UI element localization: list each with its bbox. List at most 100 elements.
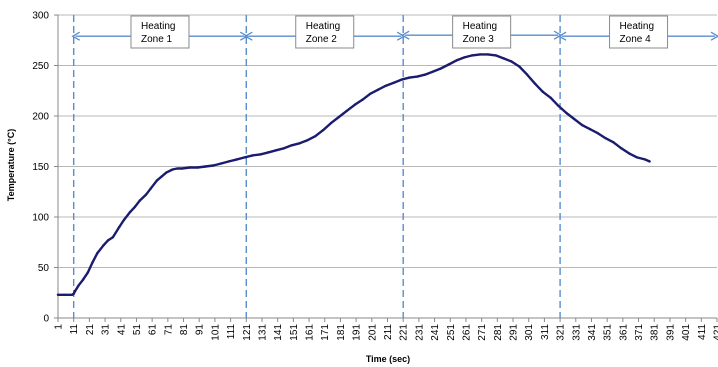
data-point bbox=[212, 164, 215, 167]
y-tick-label: 0 bbox=[43, 314, 49, 325]
data-point bbox=[282, 147, 286, 150]
series-line bbox=[56, 53, 651, 296]
x-tick-label: 321 bbox=[556, 324, 567, 341]
y-tick-label: 250 bbox=[32, 61, 49, 72]
x-tick-label: 71 bbox=[163, 324, 174, 336]
x-tick-label: 301 bbox=[524, 324, 535, 341]
x-tick-label: 171 bbox=[320, 324, 331, 341]
data-point bbox=[502, 57, 505, 60]
grid-layer bbox=[58, 14, 717, 268]
y-tick-label: 300 bbox=[32, 11, 49, 22]
zone-label-box bbox=[452, 15, 512, 49]
x-tick-label: 141 bbox=[273, 324, 284, 341]
data-point bbox=[635, 156, 639, 159]
data-point bbox=[306, 139, 309, 142]
data-point bbox=[612, 141, 615, 144]
data-point bbox=[86, 271, 90, 274]
data-point bbox=[274, 149, 278, 152]
data-point bbox=[176, 167, 179, 170]
x-tick-label: 1 bbox=[54, 324, 65, 330]
x-tick-label: 341 bbox=[587, 324, 598, 341]
x-tick-label: 411 bbox=[697, 324, 708, 340]
data-point bbox=[91, 261, 94, 264]
data-point bbox=[471, 54, 474, 57]
data-point bbox=[416, 75, 419, 78]
x-tick-label: 51 bbox=[132, 324, 143, 336]
x-tick-label: 41 bbox=[116, 324, 127, 336]
x-tick-label: 191 bbox=[352, 324, 363, 341]
data-point bbox=[122, 218, 126, 222]
data-point bbox=[138, 199, 141, 203]
zone-label-line2: Zone 1 bbox=[141, 34, 173, 45]
data-point bbox=[408, 76, 411, 79]
data-point bbox=[227, 160, 231, 163]
data-point bbox=[643, 158, 647, 161]
data-point bbox=[128, 210, 132, 214]
data-point bbox=[455, 59, 458, 62]
data-point bbox=[314, 135, 317, 138]
x-tick-label: 81 bbox=[179, 324, 190, 336]
data-point bbox=[345, 109, 348, 113]
x-tick-label: 371 bbox=[634, 324, 645, 341]
data-point bbox=[107, 239, 110, 242]
data-point bbox=[518, 65, 521, 68]
x-tick-label: 311 bbox=[540, 324, 551, 340]
series-layer bbox=[56, 53, 651, 296]
x-tick-label: 271 bbox=[477, 324, 488, 341]
data-point bbox=[77, 284, 80, 287]
x-tick-label: 391 bbox=[665, 324, 676, 341]
data-point bbox=[63, 293, 66, 296]
data-point bbox=[384, 84, 388, 87]
data-point bbox=[133, 205, 137, 209]
zone-label-line2: Zone 4 bbox=[620, 34, 652, 45]
data-point bbox=[149, 187, 152, 190]
x-tick-label: 221 bbox=[399, 324, 410, 341]
data-point bbox=[541, 90, 545, 93]
x-tick-label: 181 bbox=[336, 324, 347, 341]
data-point bbox=[400, 78, 403, 81]
x-tick-label: 121 bbox=[242, 324, 253, 341]
data-point bbox=[196, 166, 199, 169]
data-point bbox=[111, 236, 115, 239]
x-tick-label: 251 bbox=[446, 324, 457, 341]
data-point bbox=[494, 54, 497, 57]
data-point bbox=[188, 166, 191, 169]
data-point bbox=[565, 111, 568, 115]
data-point bbox=[290, 144, 293, 147]
data-point bbox=[204, 165, 207, 168]
data-point bbox=[392, 81, 395, 84]
zone-label-box bbox=[295, 15, 355, 49]
data-point bbox=[251, 154, 254, 157]
x-tick-label: 151 bbox=[289, 324, 300, 341]
data-point bbox=[219, 162, 223, 165]
x-tick-label: 421 bbox=[713, 324, 718, 341]
data-point bbox=[56, 293, 60, 296]
data-point bbox=[596, 131, 599, 135]
data-point bbox=[533, 82, 537, 85]
data-point bbox=[486, 53, 490, 56]
zone-label-line2: Zone 3 bbox=[463, 34, 495, 45]
data-point bbox=[423, 73, 427, 76]
zone-label-line1: Heating bbox=[141, 21, 175, 32]
data-point bbox=[171, 168, 174, 171]
zone-label-line1: Heating bbox=[306, 21, 340, 32]
data-point bbox=[648, 160, 651, 163]
x-tick-label: 381 bbox=[650, 324, 661, 341]
x-tick-label: 21 bbox=[85, 324, 96, 336]
data-point bbox=[376, 88, 380, 91]
data-point bbox=[165, 171, 168, 174]
zone-label-box bbox=[609, 15, 669, 49]
x-tick-label: 101 bbox=[210, 324, 221, 341]
x-tick-label: 281 bbox=[493, 324, 504, 341]
data-point bbox=[573, 117, 576, 121]
data-point bbox=[478, 53, 482, 56]
data-point bbox=[96, 252, 99, 255]
data-point bbox=[74, 289, 77, 292]
data-point bbox=[588, 127, 592, 131]
y-tick-label: 100 bbox=[32, 213, 49, 224]
data-point bbox=[117, 225, 121, 229]
x-tick-label: 111 bbox=[226, 324, 237, 340]
data-point bbox=[361, 98, 364, 102]
